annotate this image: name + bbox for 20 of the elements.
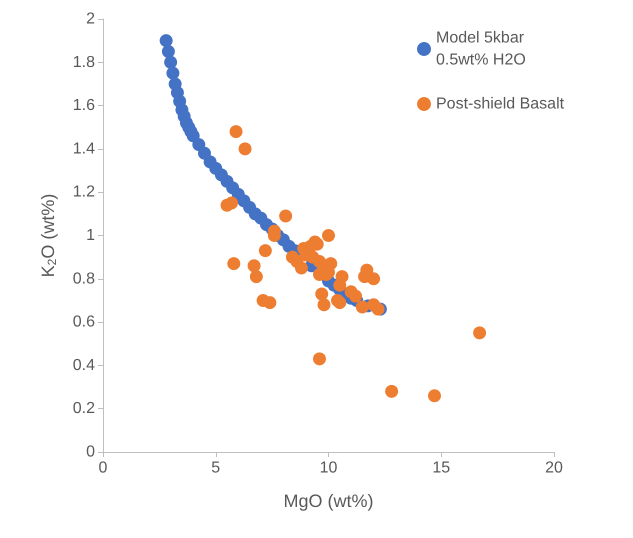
y-tick-label: 1.2 [72, 184, 96, 201]
y-tick-label: 1.4 [72, 140, 96, 158]
x-tick-label: 0 [98, 460, 108, 476]
x-tick-label: 15 [432, 460, 450, 476]
y-tick-label: 0.4 [72, 356, 96, 374]
y-tick-label: 0.6 [72, 314, 96, 331]
legend-label: Post-shield Basalt [436, 96, 565, 112]
x-tick-label: 20 [545, 460, 563, 476]
legend-label: Model 5kbar 0.5wt% H2O [436, 30, 528, 68]
y-tick-label: 0 [86, 444, 96, 460]
y-tick-label: 2 [86, 10, 96, 28]
y-tick-label: 0.2 [72, 400, 96, 418]
y-tick-label: 1.8 [72, 54, 96, 71]
y-tick-label: 1 [86, 227, 96, 244]
y-tick-label: 0.8 [72, 270, 96, 288]
x-tick-label: 10 [320, 460, 338, 476]
y-axis-title: K2O (wt%) [38, 194, 59, 278]
x-axis-title: MgO (wt%) [284, 491, 374, 511]
y-tick-label: 1.6 [72, 97, 96, 114]
x-tick-label: 5 [211, 460, 220, 476]
